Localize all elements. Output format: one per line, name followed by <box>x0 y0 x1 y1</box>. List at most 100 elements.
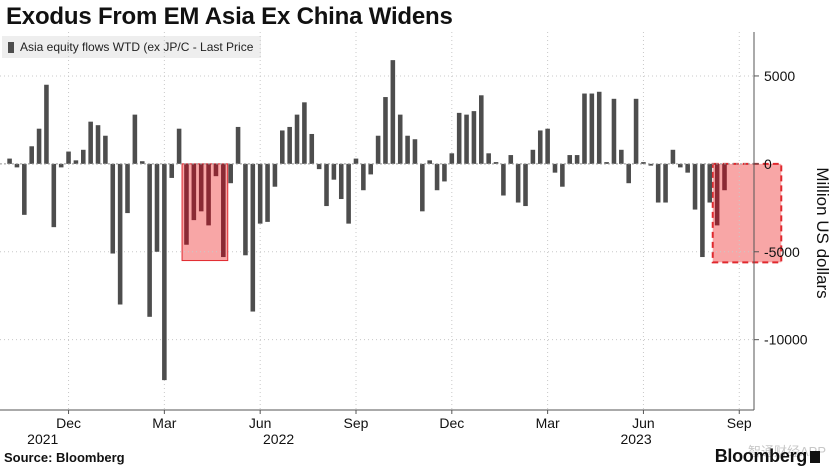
bar <box>523 163 528 207</box>
bar <box>685 163 690 173</box>
bar <box>501 163 506 196</box>
bar <box>22 163 27 215</box>
bar <box>670 149 676 164</box>
bar <box>29 146 34 164</box>
bar <box>36 128 42 164</box>
x-tick-label: Mar <box>536 415 560 431</box>
legend: Asia equity flows WTD (ex JP/C - Last Pr… <box>2 36 262 58</box>
bar <box>265 163 270 222</box>
bar <box>206 163 211 226</box>
brand-mark-icon <box>810 450 820 463</box>
legend-swatch <box>8 41 14 53</box>
bar <box>316 163 322 170</box>
bar <box>280 130 285 164</box>
y-tick-label: 0 <box>764 156 772 172</box>
x-tick-label: Jun <box>249 415 272 431</box>
bar <box>633 98 639 164</box>
x-tick-label: Jun <box>632 415 655 431</box>
brand-logo: Bloomberg <box>715 446 820 467</box>
bar <box>110 163 116 254</box>
bar <box>456 112 462 164</box>
bar <box>530 149 536 164</box>
bar <box>103 135 108 164</box>
bar <box>611 98 617 164</box>
bar <box>486 153 491 164</box>
y-tick-label: -5000 <box>764 244 800 260</box>
bar <box>353 158 359 164</box>
bar <box>678 163 683 168</box>
bar <box>604 162 609 164</box>
bar <box>471 111 477 164</box>
highlight-layer <box>181 162 783 264</box>
bar <box>228 163 233 184</box>
x-year-label: 2021 <box>27 431 58 447</box>
bar <box>714 163 720 226</box>
bar <box>125 163 130 214</box>
bar <box>508 155 514 164</box>
bar <box>58 163 64 168</box>
bar <box>346 163 351 224</box>
bar <box>663 163 668 203</box>
bar <box>375 135 381 164</box>
x-year-label: 2023 <box>620 431 651 447</box>
bar <box>7 158 12 164</box>
bar <box>132 114 138 164</box>
bar <box>198 163 204 212</box>
bar <box>361 163 366 191</box>
bar <box>235 126 241 164</box>
bar <box>493 162 499 164</box>
bar <box>619 149 624 164</box>
bar <box>655 163 661 203</box>
brand-text: Bloomberg <box>714 446 808 466</box>
bar <box>383 97 388 164</box>
bar <box>338 163 344 200</box>
bar <box>302 102 307 164</box>
bar <box>700 163 705 258</box>
bar <box>257 163 263 224</box>
x-tick-label: Sep <box>344 415 369 431</box>
bar <box>162 163 167 381</box>
bar <box>692 163 698 210</box>
bar <box>139 161 145 164</box>
bar <box>324 163 329 207</box>
bar <box>545 128 550 164</box>
bar <box>434 163 440 191</box>
bar <box>309 133 315 164</box>
legend-label: Asia equity flows WTD (ex JP/C - Last Pr… <box>20 40 254 54</box>
bar <box>184 163 189 245</box>
y-tick-label: 5000 <box>764 68 795 84</box>
bar <box>589 93 595 164</box>
bar <box>66 151 71 164</box>
bar <box>412 139 418 164</box>
source-note: Source: Bloomberg <box>4 450 125 465</box>
bar <box>707 163 713 203</box>
bar <box>88 121 93 164</box>
bar <box>515 163 521 203</box>
x-tick-label: Sep <box>727 415 752 431</box>
y-tick-label: -10000 <box>764 332 808 348</box>
bar <box>169 163 175 178</box>
bar <box>449 153 455 164</box>
bar <box>221 163 226 258</box>
x-year-label: 2022 <box>263 431 294 447</box>
y-axis-label: Million US dollars <box>813 167 832 298</box>
bar <box>331 163 337 180</box>
bar <box>596 91 602 164</box>
bar <box>368 163 374 175</box>
bar <box>243 163 248 256</box>
axes-layer: 5000 0 -5000 -10000 Million US dollars Dec Mar… <box>0 32 832 447</box>
bar <box>537 130 543 164</box>
chart-title: Exodus From EM Asia Ex China Widens <box>6 3 453 30</box>
bar <box>287 126 292 164</box>
bar <box>272 163 278 187</box>
bar <box>397 114 403 164</box>
bar <box>574 155 580 164</box>
bar <box>427 160 432 164</box>
x-tick-label: Mar <box>152 415 176 431</box>
highlight-box <box>181 163 229 262</box>
bar <box>479 95 484 164</box>
bar <box>117 163 123 305</box>
bar <box>722 163 727 191</box>
bar <box>147 163 152 317</box>
